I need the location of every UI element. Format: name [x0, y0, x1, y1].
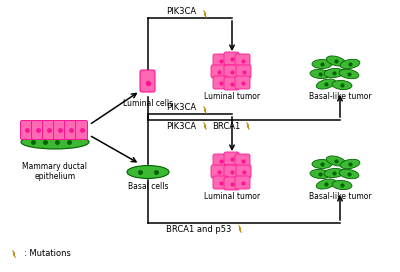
FancyBboxPatch shape [42, 120, 54, 140]
Polygon shape [238, 225, 242, 233]
FancyBboxPatch shape [235, 176, 250, 189]
Ellipse shape [316, 179, 336, 189]
Text: Basal cells: Basal cells [128, 182, 168, 191]
FancyBboxPatch shape [235, 76, 250, 89]
Text: PIK3CA: PIK3CA [166, 103, 196, 112]
Ellipse shape [324, 69, 344, 78]
Ellipse shape [326, 56, 346, 66]
Ellipse shape [316, 79, 336, 89]
Polygon shape [204, 106, 206, 114]
Ellipse shape [21, 135, 89, 149]
Ellipse shape [339, 69, 359, 79]
FancyBboxPatch shape [140, 70, 155, 92]
FancyBboxPatch shape [20, 120, 32, 140]
Text: PIK3CA: PIK3CA [166, 122, 196, 131]
FancyBboxPatch shape [76, 120, 88, 140]
FancyBboxPatch shape [224, 177, 239, 190]
FancyBboxPatch shape [213, 54, 228, 67]
Polygon shape [204, 122, 206, 130]
FancyBboxPatch shape [236, 165, 251, 178]
FancyBboxPatch shape [54, 120, 66, 140]
Polygon shape [246, 122, 250, 130]
Ellipse shape [312, 159, 332, 168]
Ellipse shape [339, 169, 359, 179]
Text: PIK3CA: PIK3CA [166, 7, 196, 16]
FancyBboxPatch shape [224, 165, 239, 178]
FancyBboxPatch shape [213, 154, 228, 167]
Ellipse shape [326, 156, 346, 166]
FancyBboxPatch shape [211, 65, 226, 78]
FancyBboxPatch shape [211, 165, 226, 178]
Text: Luminal cells: Luminal cells [123, 99, 173, 108]
Ellipse shape [332, 180, 352, 190]
Ellipse shape [324, 168, 344, 178]
FancyBboxPatch shape [236, 65, 251, 78]
FancyBboxPatch shape [224, 152, 239, 165]
Text: Luminal tumor: Luminal tumor [204, 92, 260, 101]
Text: : Mutations: : Mutations [24, 249, 71, 258]
Text: BRCA1 and p53: BRCA1 and p53 [166, 225, 231, 234]
Text: Mammary ductal
epithelium: Mammary ductal epithelium [22, 162, 88, 181]
Polygon shape [12, 250, 16, 258]
Ellipse shape [312, 60, 332, 69]
Ellipse shape [340, 159, 360, 169]
FancyBboxPatch shape [235, 154, 250, 167]
FancyBboxPatch shape [224, 65, 239, 78]
Text: Luminal tumor: Luminal tumor [204, 192, 260, 201]
Polygon shape [204, 10, 206, 18]
Ellipse shape [332, 81, 352, 89]
FancyBboxPatch shape [235, 54, 250, 67]
Ellipse shape [310, 69, 330, 79]
Text: BRCA1: BRCA1 [212, 122, 240, 131]
Text: Basal-like tumor: Basal-like tumor [309, 92, 371, 101]
FancyBboxPatch shape [32, 120, 44, 140]
Ellipse shape [340, 59, 360, 69]
FancyBboxPatch shape [224, 52, 239, 65]
FancyBboxPatch shape [213, 176, 228, 189]
Ellipse shape [310, 169, 330, 178]
FancyBboxPatch shape [64, 120, 76, 140]
FancyBboxPatch shape [224, 77, 239, 90]
Text: Basal-like tumor: Basal-like tumor [309, 192, 371, 201]
Ellipse shape [127, 165, 169, 178]
FancyBboxPatch shape [213, 76, 228, 89]
